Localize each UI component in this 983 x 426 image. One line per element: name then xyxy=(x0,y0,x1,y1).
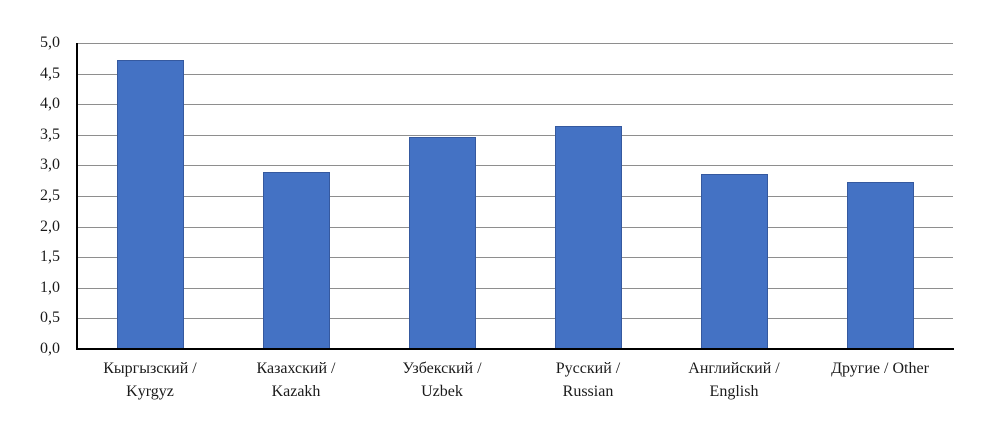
x-axis-category-label-line: Английский / xyxy=(688,360,780,377)
y-axis-tick-label: 3,0 xyxy=(40,156,60,174)
x-axis-category-label-line: Кыргызский / xyxy=(103,360,197,377)
y-axis-line xyxy=(76,43,78,349)
gridline xyxy=(77,73,953,75)
bar-1 xyxy=(116,59,184,349)
x-axis-category-label: Кыргызский / Kyrgyz xyxy=(77,357,223,403)
gridline xyxy=(77,318,953,320)
x-axis-category-label-line: Русский / xyxy=(555,360,621,377)
x-axis-line xyxy=(76,348,954,350)
bar-3 xyxy=(408,137,476,349)
y-axis-tick-label: 0,0 xyxy=(40,340,60,357)
y-axis-tick-label: 3,5 xyxy=(40,125,60,143)
gridline xyxy=(77,104,953,106)
x-axis-category-label-line: Russian xyxy=(562,383,614,400)
bar-2 xyxy=(262,171,330,349)
x-axis-category-label: Английский / English xyxy=(661,357,807,403)
x-axis-category-label: Казахский / Kazakh xyxy=(223,357,369,403)
y-axis-tick-label: 2,5 xyxy=(40,187,60,204)
gridline xyxy=(77,226,953,228)
plot-area xyxy=(77,43,953,349)
gridline xyxy=(77,196,953,197)
y-axis-tick-label: 1,5 xyxy=(40,248,60,266)
x-axis-category-label-line: English xyxy=(709,383,759,400)
x-axis-category-label-line: Узбекский / xyxy=(402,360,482,377)
gridline xyxy=(77,165,953,167)
y-axis-tick-label: 5,0 xyxy=(40,34,60,51)
gridline xyxy=(77,43,953,44)
x-axis-category-label: Русский / Russian xyxy=(515,357,661,403)
y-axis-tick-label: 0,5 xyxy=(40,309,60,327)
gridline xyxy=(77,287,953,289)
x-axis-category-label: Узбекский / Uzbek xyxy=(369,357,515,403)
x-axis-category-label-line: Казахский / xyxy=(256,360,336,377)
bar-5 xyxy=(700,173,768,349)
y-axis-tick-label: 1,0 xyxy=(40,278,60,296)
x-axis-category-label-line: Kazakh xyxy=(271,383,321,400)
gridline xyxy=(77,134,953,136)
x-axis-category-label: Другие / Other xyxy=(807,357,953,380)
x-axis-category-label-line: Kyrgyz xyxy=(126,383,174,400)
x-axis-category-label-line: Другие / Other xyxy=(831,360,929,377)
bar-4 xyxy=(554,125,622,349)
y-axis-tick-label: 4,0 xyxy=(40,95,60,113)
gridline xyxy=(77,257,953,259)
bar-6 xyxy=(846,181,914,349)
y-axis-tick-label: 4,5 xyxy=(40,64,60,82)
x-axis-category-label-line: Uzbek xyxy=(421,383,463,400)
y-axis-tick-label: 2,0 xyxy=(40,217,60,235)
